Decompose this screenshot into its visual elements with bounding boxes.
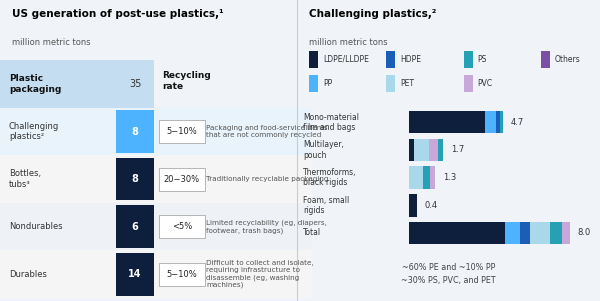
Bar	[520, 222, 530, 244]
Text: <5%: <5%	[172, 222, 192, 231]
Text: Plastic
packaging: Plastic packaging	[9, 74, 61, 94]
Bar	[386, 51, 395, 68]
Bar	[159, 120, 205, 143]
Bar	[496, 111, 500, 134]
Text: PP: PP	[323, 79, 332, 88]
Bar	[409, 111, 485, 134]
Bar	[409, 138, 414, 161]
Text: HDPE: HDPE	[400, 55, 421, 64]
Text: million metric tons: million metric tons	[309, 38, 388, 47]
Text: Challenging
plastics²: Challenging plastics²	[9, 122, 59, 141]
Bar	[429, 138, 438, 161]
Text: Nondurables: Nondurables	[9, 222, 62, 231]
Bar	[562, 222, 569, 244]
Bar	[116, 110, 154, 153]
Text: 35: 35	[129, 79, 142, 89]
Text: 14: 14	[128, 269, 142, 279]
Text: PVC: PVC	[477, 79, 493, 88]
Text: Thermoforms,
black rigids: Thermoforms, black rigids	[303, 168, 356, 187]
Text: 8: 8	[131, 174, 139, 184]
Bar	[0, 155, 312, 203]
Bar	[309, 75, 318, 92]
Bar	[409, 166, 423, 189]
Bar	[159, 215, 205, 238]
Text: 20−30%: 20−30%	[164, 175, 200, 184]
Bar	[0, 108, 312, 155]
Text: Recycling
rate: Recycling rate	[162, 71, 211, 91]
Bar	[0, 250, 312, 298]
Text: Traditionally recyclable packaging: Traditionally recyclable packaging	[206, 176, 329, 182]
Text: Bottles,
tubs³: Bottles, tubs³	[9, 169, 41, 189]
Text: million metric tons: million metric tons	[12, 38, 91, 47]
Bar	[159, 168, 205, 191]
Text: 4.7: 4.7	[511, 118, 524, 127]
Bar	[438, 138, 443, 161]
Text: Multilayer,
pouch: Multilayer, pouch	[303, 140, 344, 160]
Bar	[116, 205, 154, 248]
Bar	[116, 253, 154, 296]
Text: 1.7: 1.7	[451, 145, 464, 154]
Text: 8: 8	[131, 126, 139, 137]
Bar	[505, 222, 520, 244]
Text: Limited recyclability (eg, diapers,
footwear, trash bags): Limited recyclability (eg, diapers, foot…	[206, 220, 327, 234]
Text: PET: PET	[400, 79, 414, 88]
Text: PS: PS	[477, 55, 487, 64]
Bar	[485, 111, 496, 134]
Text: 5−10%: 5−10%	[167, 127, 197, 136]
Bar	[386, 75, 395, 92]
Bar	[0, 60, 154, 108]
Bar	[159, 263, 205, 286]
Bar	[414, 138, 429, 161]
Text: Durables: Durables	[9, 270, 47, 279]
Bar	[116, 158, 154, 200]
Text: Difficult to collect and isolate,
requiring infrastructure to
disassemble (eg, w: Difficult to collect and isolate, requir…	[206, 260, 314, 288]
Bar	[0, 203, 312, 250]
Bar	[309, 51, 318, 68]
Bar	[530, 222, 550, 244]
Text: 6: 6	[132, 222, 139, 232]
Text: 5−10%: 5−10%	[167, 270, 197, 279]
Text: Challenging plastics,²: Challenging plastics,²	[309, 9, 436, 19]
Bar	[409, 222, 505, 244]
Text: Others: Others	[554, 55, 580, 64]
Text: 0.4: 0.4	[425, 201, 438, 210]
Bar	[550, 222, 562, 244]
Text: 1.3: 1.3	[443, 173, 456, 182]
Text: 8.0: 8.0	[577, 228, 590, 237]
Bar	[409, 194, 417, 217]
Bar	[464, 51, 473, 68]
Text: Total: Total	[303, 228, 321, 237]
Bar	[500, 111, 503, 134]
Bar	[430, 166, 435, 189]
Text: US generation of post-use plastics,¹: US generation of post-use plastics,¹	[12, 9, 224, 19]
Text: Packaging and food-service items
that are not commonly recycled: Packaging and food-service items that ar…	[206, 125, 328, 138]
Bar	[541, 51, 550, 68]
Text: ~60% PE and ~10% PP
~30% PS, PVC, and PET: ~60% PE and ~10% PP ~30% PS, PVC, and PE…	[401, 263, 496, 285]
Text: LDPE/LLDPE: LDPE/LLDPE	[323, 55, 368, 64]
Text: Foam, small
rigids: Foam, small rigids	[303, 196, 349, 215]
Bar	[423, 166, 430, 189]
Text: Mono-material
film and bags: Mono-material film and bags	[303, 113, 359, 132]
Bar	[464, 75, 473, 92]
